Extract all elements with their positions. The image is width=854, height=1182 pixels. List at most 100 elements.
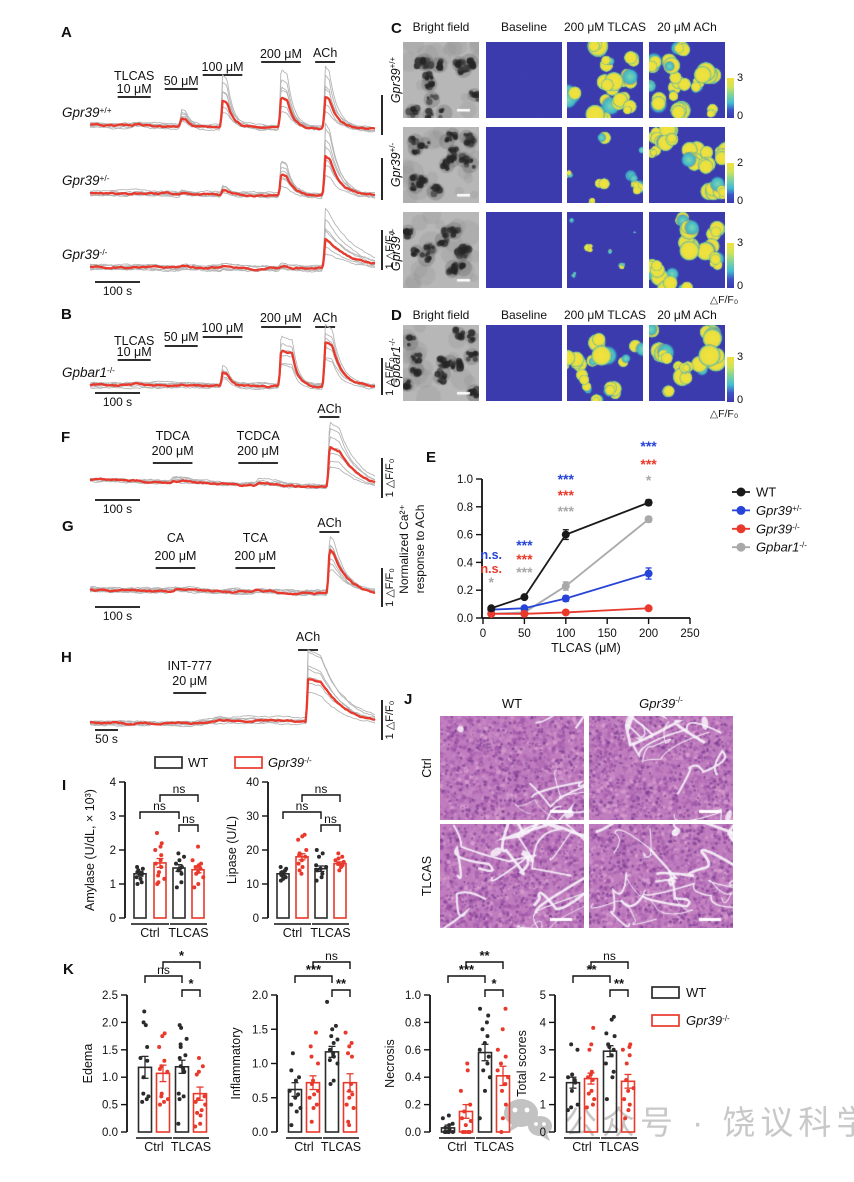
svg-text:Gpr39-/-: Gpr39-/- xyxy=(62,247,108,262)
panel-label-c: C xyxy=(391,20,402,37)
svg-text:**: ** xyxy=(586,962,597,977)
svg-text:50 μM: 50 μM xyxy=(164,330,199,344)
colorbar-max: 3 xyxy=(737,72,744,84)
svg-text:3: 3 xyxy=(540,1045,546,1057)
bar-tlcas-wt xyxy=(602,1014,618,1133)
svg-text:0.8: 0.8 xyxy=(405,1017,421,1029)
significance-bracket: *** xyxy=(294,962,333,983)
svg-text:250: 250 xyxy=(680,628,699,640)
svg-text:20: 20 xyxy=(246,845,259,857)
panel-label-a: A xyxy=(61,24,72,41)
svg-text:response to ACh: response to ACh xyxy=(413,505,427,594)
df-f0-scale-bar: 1 △F/F₀ xyxy=(381,568,396,607)
dose-label: ACh xyxy=(317,402,342,418)
svg-text:200 μM: 200 μM xyxy=(234,549,276,563)
legend: WT Gpr39-/- xyxy=(154,755,312,770)
significance-bracket: ns xyxy=(590,949,629,969)
svg-text:0.2: 0.2 xyxy=(457,585,473,597)
svg-text:TLCAS: TLCAS xyxy=(114,334,154,348)
colorbar xyxy=(727,357,734,402)
bar-tlcas-wt xyxy=(477,1006,493,1133)
svg-text:100 μM: 100 μM xyxy=(202,321,244,335)
column-header: 20 μM ACh xyxy=(657,20,717,34)
svg-text:150: 150 xyxy=(598,628,617,640)
svg-text:1.0: 1.0 xyxy=(405,990,421,1002)
fluorescence-image xyxy=(567,127,643,203)
svg-text:TLCAS: TLCAS xyxy=(321,1140,361,1154)
svg-text:ns: ns xyxy=(325,949,338,963)
svg-text:2: 2 xyxy=(540,1072,546,1084)
svg-text:0.5: 0.5 xyxy=(102,1100,118,1112)
significance-bracket: ns xyxy=(320,812,341,832)
panel-label-j: J xyxy=(404,691,413,708)
svg-text:Gpr39+/+: Gpr39+/+ xyxy=(62,105,112,120)
fluorescence-image xyxy=(649,325,725,401)
bar-tlcas-ko xyxy=(333,851,347,919)
svg-text:0.2: 0.2 xyxy=(405,1100,421,1112)
svg-text:Gpbar1-/-: Gpbar1-/- xyxy=(756,540,807,555)
svg-text:2.0: 2.0 xyxy=(102,1017,118,1029)
bar-tlcas-ko xyxy=(342,1030,358,1133)
df-f0-scale-bar: 1 △F/F₀ xyxy=(381,458,396,498)
svg-text:ns: ns xyxy=(324,812,337,826)
significance-annotation: n.s.n.s.* xyxy=(481,548,503,590)
colorbar-max: 3 xyxy=(737,237,744,249)
svg-text:200 μM: 200 μM xyxy=(260,311,302,325)
svg-text:TLCAS: TLCAS xyxy=(114,69,154,83)
watermark-text: 公众号 · 饶议科学 xyxy=(564,1104,854,1141)
trace-row: Gpbar1-/- xyxy=(62,323,376,391)
svg-text:*: * xyxy=(489,574,495,590)
bar-ctrl-wt xyxy=(440,1113,456,1134)
svg-text:Gpr39-/-: Gpr39-/- xyxy=(756,521,800,536)
dose-label: 200 μM xyxy=(260,311,302,328)
svg-text:0.0: 0.0 xyxy=(405,1127,421,1139)
svg-text:TCA: TCA xyxy=(243,531,269,545)
svg-text:4: 4 xyxy=(110,777,117,789)
svg-text:Normalized Ca²⁺: Normalized Ca²⁺ xyxy=(397,504,411,594)
svg-text:0: 0 xyxy=(253,913,259,925)
svg-text:1.5: 1.5 xyxy=(102,1045,118,1057)
fluorescence-image xyxy=(649,212,725,288)
svg-text:TDCA: TDCA xyxy=(156,429,191,443)
bar-tlcas-wt xyxy=(314,848,329,919)
df-f0-scale-bar: 1 △F/F₀ xyxy=(381,357,396,396)
svg-text:Ctrl: Ctrl xyxy=(144,1140,163,1154)
svg-text:Lipase (U/L): Lipase (U/L) xyxy=(225,816,239,884)
svg-text:1 △F/F₀: 1 △F/F₀ xyxy=(384,231,396,270)
fluorescence-image xyxy=(649,42,725,118)
svg-text:*: * xyxy=(188,976,194,991)
bar-ctrl-wt xyxy=(565,1042,581,1133)
fluorescence-image xyxy=(486,325,562,401)
svg-text:TLCAS: TLCAS xyxy=(171,1140,211,1154)
time-scale-bar: 50 s xyxy=(95,729,118,746)
svg-text:10: 10 xyxy=(246,879,259,891)
axes: 0.0 0.2 0.4 0.6 0.8 1.0 0 50 100 150 200 250 TLCAS (… xyxy=(397,474,700,655)
fluorescence-image xyxy=(567,325,643,401)
significance-bracket: ns xyxy=(282,799,322,819)
column-header: 20 μM ACh xyxy=(657,308,717,322)
svg-text:0.0: 0.0 xyxy=(457,613,473,625)
dose-label: ACh xyxy=(313,46,337,63)
svg-text:Edema: Edema xyxy=(81,1044,95,1084)
bar-chart-edema: 0.0 0.5 1.0 1.5 2.0 2.5 Edema Ctrl TLCAS ns ** xyxy=(81,948,211,1154)
series-WT xyxy=(487,498,653,613)
colorbar-max: 3 xyxy=(737,351,744,363)
svg-text:100 μM: 100 μM xyxy=(202,60,244,74)
svg-text:CA: CA xyxy=(167,531,185,545)
significance-annotation: ********* xyxy=(558,471,575,519)
column-header: Bright field xyxy=(412,20,470,34)
bar-ctrl-ko xyxy=(295,832,309,919)
svg-text:ns: ns xyxy=(173,782,186,796)
svg-text:Necrosis: Necrosis xyxy=(383,1039,397,1088)
colorbar xyxy=(727,78,734,118)
svg-text:Total scores: Total scores xyxy=(515,1030,529,1097)
brightfield-image xyxy=(403,212,479,288)
